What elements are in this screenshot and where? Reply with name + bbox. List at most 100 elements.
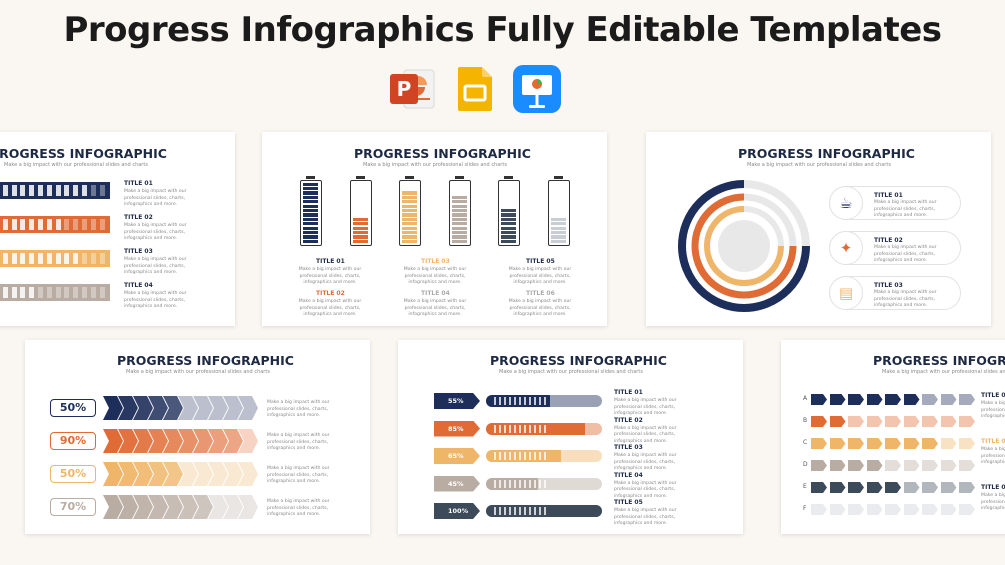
arrow-block xyxy=(829,504,846,515)
bar-segment xyxy=(73,185,79,196)
battery-cell xyxy=(501,217,516,221)
slide-progress-bars[interactable]: PROGRESS INFOGRAPHIC Make a big impact w… xyxy=(0,132,235,326)
arrow-block xyxy=(959,504,975,515)
battery-cell xyxy=(402,226,417,230)
chevron-segment xyxy=(133,396,153,420)
bar-stripe xyxy=(494,479,496,488)
battery-cell xyxy=(550,222,566,226)
battery-cell xyxy=(352,217,368,221)
battery-cell xyxy=(451,208,467,213)
slide-tag-bars[interactable]: PROGRESS INFOGRAPHIC Make a big impact w… xyxy=(398,340,743,534)
bar-segment xyxy=(55,219,61,230)
battery-cell xyxy=(303,195,318,199)
bar-segment xyxy=(46,253,52,264)
battery-cell xyxy=(303,239,318,243)
item-body: Make a big impact with our professional … xyxy=(614,398,677,417)
chevron-segment xyxy=(193,429,213,453)
chevron-segment xyxy=(193,396,213,420)
arrow-block xyxy=(829,394,846,405)
battery-cell xyxy=(451,213,467,217)
bar-segment xyxy=(20,185,26,196)
bar-stripe xyxy=(514,507,516,515)
arrow-block xyxy=(848,394,864,405)
slide-heading: PROGRESS INFOGRAPHIC xyxy=(490,353,667,368)
percent-badge: 70% xyxy=(50,498,96,516)
item-title: TITLE 05 xyxy=(614,499,643,506)
battery-cell xyxy=(501,235,516,239)
bar-stripe xyxy=(504,397,506,405)
arrow-block xyxy=(922,460,938,471)
slide-donut-rings[interactable]: PROGRESS INFOGRAPHIC Make a big impact w… xyxy=(646,132,991,326)
bar-segment xyxy=(20,219,26,230)
arrow-block xyxy=(959,416,975,427)
arrow-block xyxy=(940,504,957,515)
item-body: Make a big impact with our professional … xyxy=(981,493,1005,512)
arrow-block xyxy=(866,394,883,405)
arrow-block xyxy=(885,416,901,427)
battery-cell xyxy=(352,230,368,235)
item-title: TITLE 01 xyxy=(614,389,643,396)
bar-segment xyxy=(64,287,70,298)
item-title: TITLE 03 xyxy=(124,248,153,255)
chevron-segment xyxy=(148,429,168,453)
bar-stripe xyxy=(519,397,521,405)
battery-cell xyxy=(402,208,417,213)
list-item: ✦ TITLE 02 Make a big impact with our prof… xyxy=(829,231,961,265)
bar-segment xyxy=(64,253,70,264)
bar-stripe xyxy=(494,452,496,460)
battery-cell xyxy=(550,217,566,221)
bar-stripe xyxy=(504,507,506,515)
percent-badge: 50% xyxy=(50,465,96,483)
arrow-block xyxy=(829,482,846,493)
bar-stripe xyxy=(514,479,516,488)
arrow-block xyxy=(940,394,957,405)
bar-stripe xyxy=(529,507,531,515)
slide-heading: PROGRESS INFOGRA xyxy=(873,353,1005,368)
battery-icon xyxy=(498,176,520,246)
bar-segment xyxy=(2,253,8,264)
item-title: TITLE 02 xyxy=(981,438,1005,445)
bar-segment xyxy=(99,185,105,196)
arrow-block xyxy=(922,482,938,493)
bar-segment xyxy=(99,253,105,264)
chevron-segment xyxy=(223,462,243,486)
chevron-segment xyxy=(208,495,228,519)
arrow-block xyxy=(848,460,864,471)
battery-cell xyxy=(402,230,417,235)
battery-cell xyxy=(352,226,368,230)
battery-cell xyxy=(303,230,318,235)
battery-cell xyxy=(402,195,417,199)
progress-bar xyxy=(0,250,110,267)
arrow-block xyxy=(922,504,938,515)
slide-heading: PROGRESS INFOGRAPHIC xyxy=(738,146,915,161)
percent-badge: 50% xyxy=(50,399,96,417)
bar-segment xyxy=(64,219,70,230)
progress-bar xyxy=(486,505,602,517)
bar-stripe xyxy=(524,397,526,405)
bar-stripe xyxy=(504,424,506,433)
chevron-segment xyxy=(178,396,198,420)
item-title: TITLE 01 xyxy=(981,392,1005,399)
bar-stripe xyxy=(499,507,501,515)
arrow-block xyxy=(903,504,920,515)
slide-arrow-grid[interactable]: PROGRESS INFOGRA Make a big impact with … xyxy=(781,340,1005,534)
bar-stripe xyxy=(534,479,536,488)
slide-percent-chevrons[interactable]: PROGRESS INFOGRAPHIC Make a big impact w… xyxy=(25,340,370,534)
progress-bar xyxy=(0,284,110,301)
item-title: TITLE 03 xyxy=(421,258,450,265)
chevron-segment xyxy=(148,396,168,420)
bar-segment xyxy=(46,219,52,230)
item-title: TITLE 03 xyxy=(981,484,1005,491)
bar-stripe xyxy=(534,507,536,515)
chevron-segment xyxy=(163,396,183,420)
arrow-block xyxy=(811,438,827,449)
bar-stripe xyxy=(539,452,541,460)
percent-tag: 65% xyxy=(434,448,480,464)
arrow-block xyxy=(903,482,920,493)
arrow-block xyxy=(885,394,901,405)
battery-cell xyxy=(501,222,516,226)
item-body: Make a big impact with our professional … xyxy=(267,466,330,485)
slide-battery-levels[interactable]: PROGRESS INFOGRAPHIC Make a big impact w… xyxy=(262,132,607,326)
chevron-segment xyxy=(193,462,213,486)
powerpoint-icon: P xyxy=(388,64,438,114)
